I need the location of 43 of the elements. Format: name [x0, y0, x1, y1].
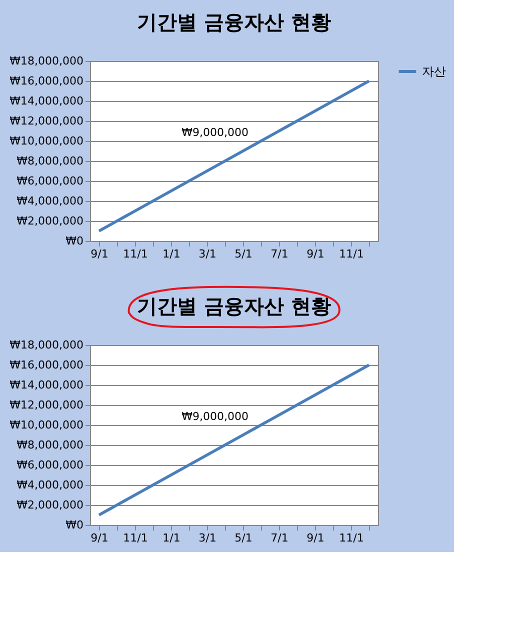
y-tick-label: ₩14,000,000: [10, 94, 84, 108]
x-tick-label: 11/1: [339, 248, 364, 260]
x-tick-label: 1/1: [162, 532, 180, 544]
x-tick-label: 3/1: [198, 248, 216, 260]
y-tick-label: ₩8,000,000: [16, 438, 84, 452]
y-tick-label: ₩0: [66, 518, 84, 532]
y-tick-label: ₩6,000,000: [16, 174, 84, 188]
x-tick-label: 3/1: [198, 532, 216, 544]
y-tick-label: ₩12,000,000: [10, 398, 84, 412]
legend-label: 자산: [422, 64, 446, 78]
x-tick-label: 7/1: [270, 248, 288, 260]
data-label: ₩9,000,000: [182, 410, 248, 423]
chart-title: 기간별 금융자산 현황: [137, 294, 331, 318]
x-tick-label: 11/1: [339, 532, 364, 544]
y-tick-label: ₩2,000,000: [16, 498, 84, 512]
data-label: ₩9,000,000: [182, 126, 248, 139]
x-tick-label: 9/1: [90, 532, 108, 544]
line-series: [98, 364, 370, 516]
y-tick-label: ₩18,000,000: [10, 338, 84, 352]
y-tick-label: ₩18,000,000: [10, 54, 84, 68]
x-tick-label: 9/1: [306, 248, 324, 260]
y-tick-label: ₩14,000,000: [10, 378, 84, 392]
y-tick-label: ₩2,000,000: [16, 214, 84, 228]
y-tick-label: ₩12,000,000: [10, 114, 84, 128]
chart-title: 기간별 금융자산 현황: [137, 10, 331, 34]
x-tick-label: 11/1: [123, 248, 148, 260]
x-tick-label: 5/1: [234, 248, 252, 260]
x-tick-label: 7/1: [270, 532, 288, 544]
y-tick-label: ₩10,000,000: [10, 418, 84, 432]
line-series: [98, 80, 370, 232]
x-tick-label: 5/1: [234, 532, 252, 544]
y-tick-label: ₩4,000,000: [16, 194, 84, 208]
x-tick-label: 9/1: [90, 248, 108, 260]
y-tick-label: ₩16,000,000: [10, 358, 84, 372]
y-tick-label: ₩4,000,000: [16, 478, 84, 492]
y-tick-label: ₩6,000,000: [16, 458, 84, 472]
x-tick-label: 9/1: [306, 532, 324, 544]
x-tick-label: 11/1: [123, 532, 148, 544]
x-tick-label: 1/1: [162, 248, 180, 260]
y-tick-label: ₩10,000,000: [10, 134, 84, 148]
y-tick-label: ₩16,000,000: [10, 74, 84, 88]
y-tick-label: ₩8,000,000: [16, 154, 84, 168]
y-tick-label: ₩0: [66, 234, 84, 248]
